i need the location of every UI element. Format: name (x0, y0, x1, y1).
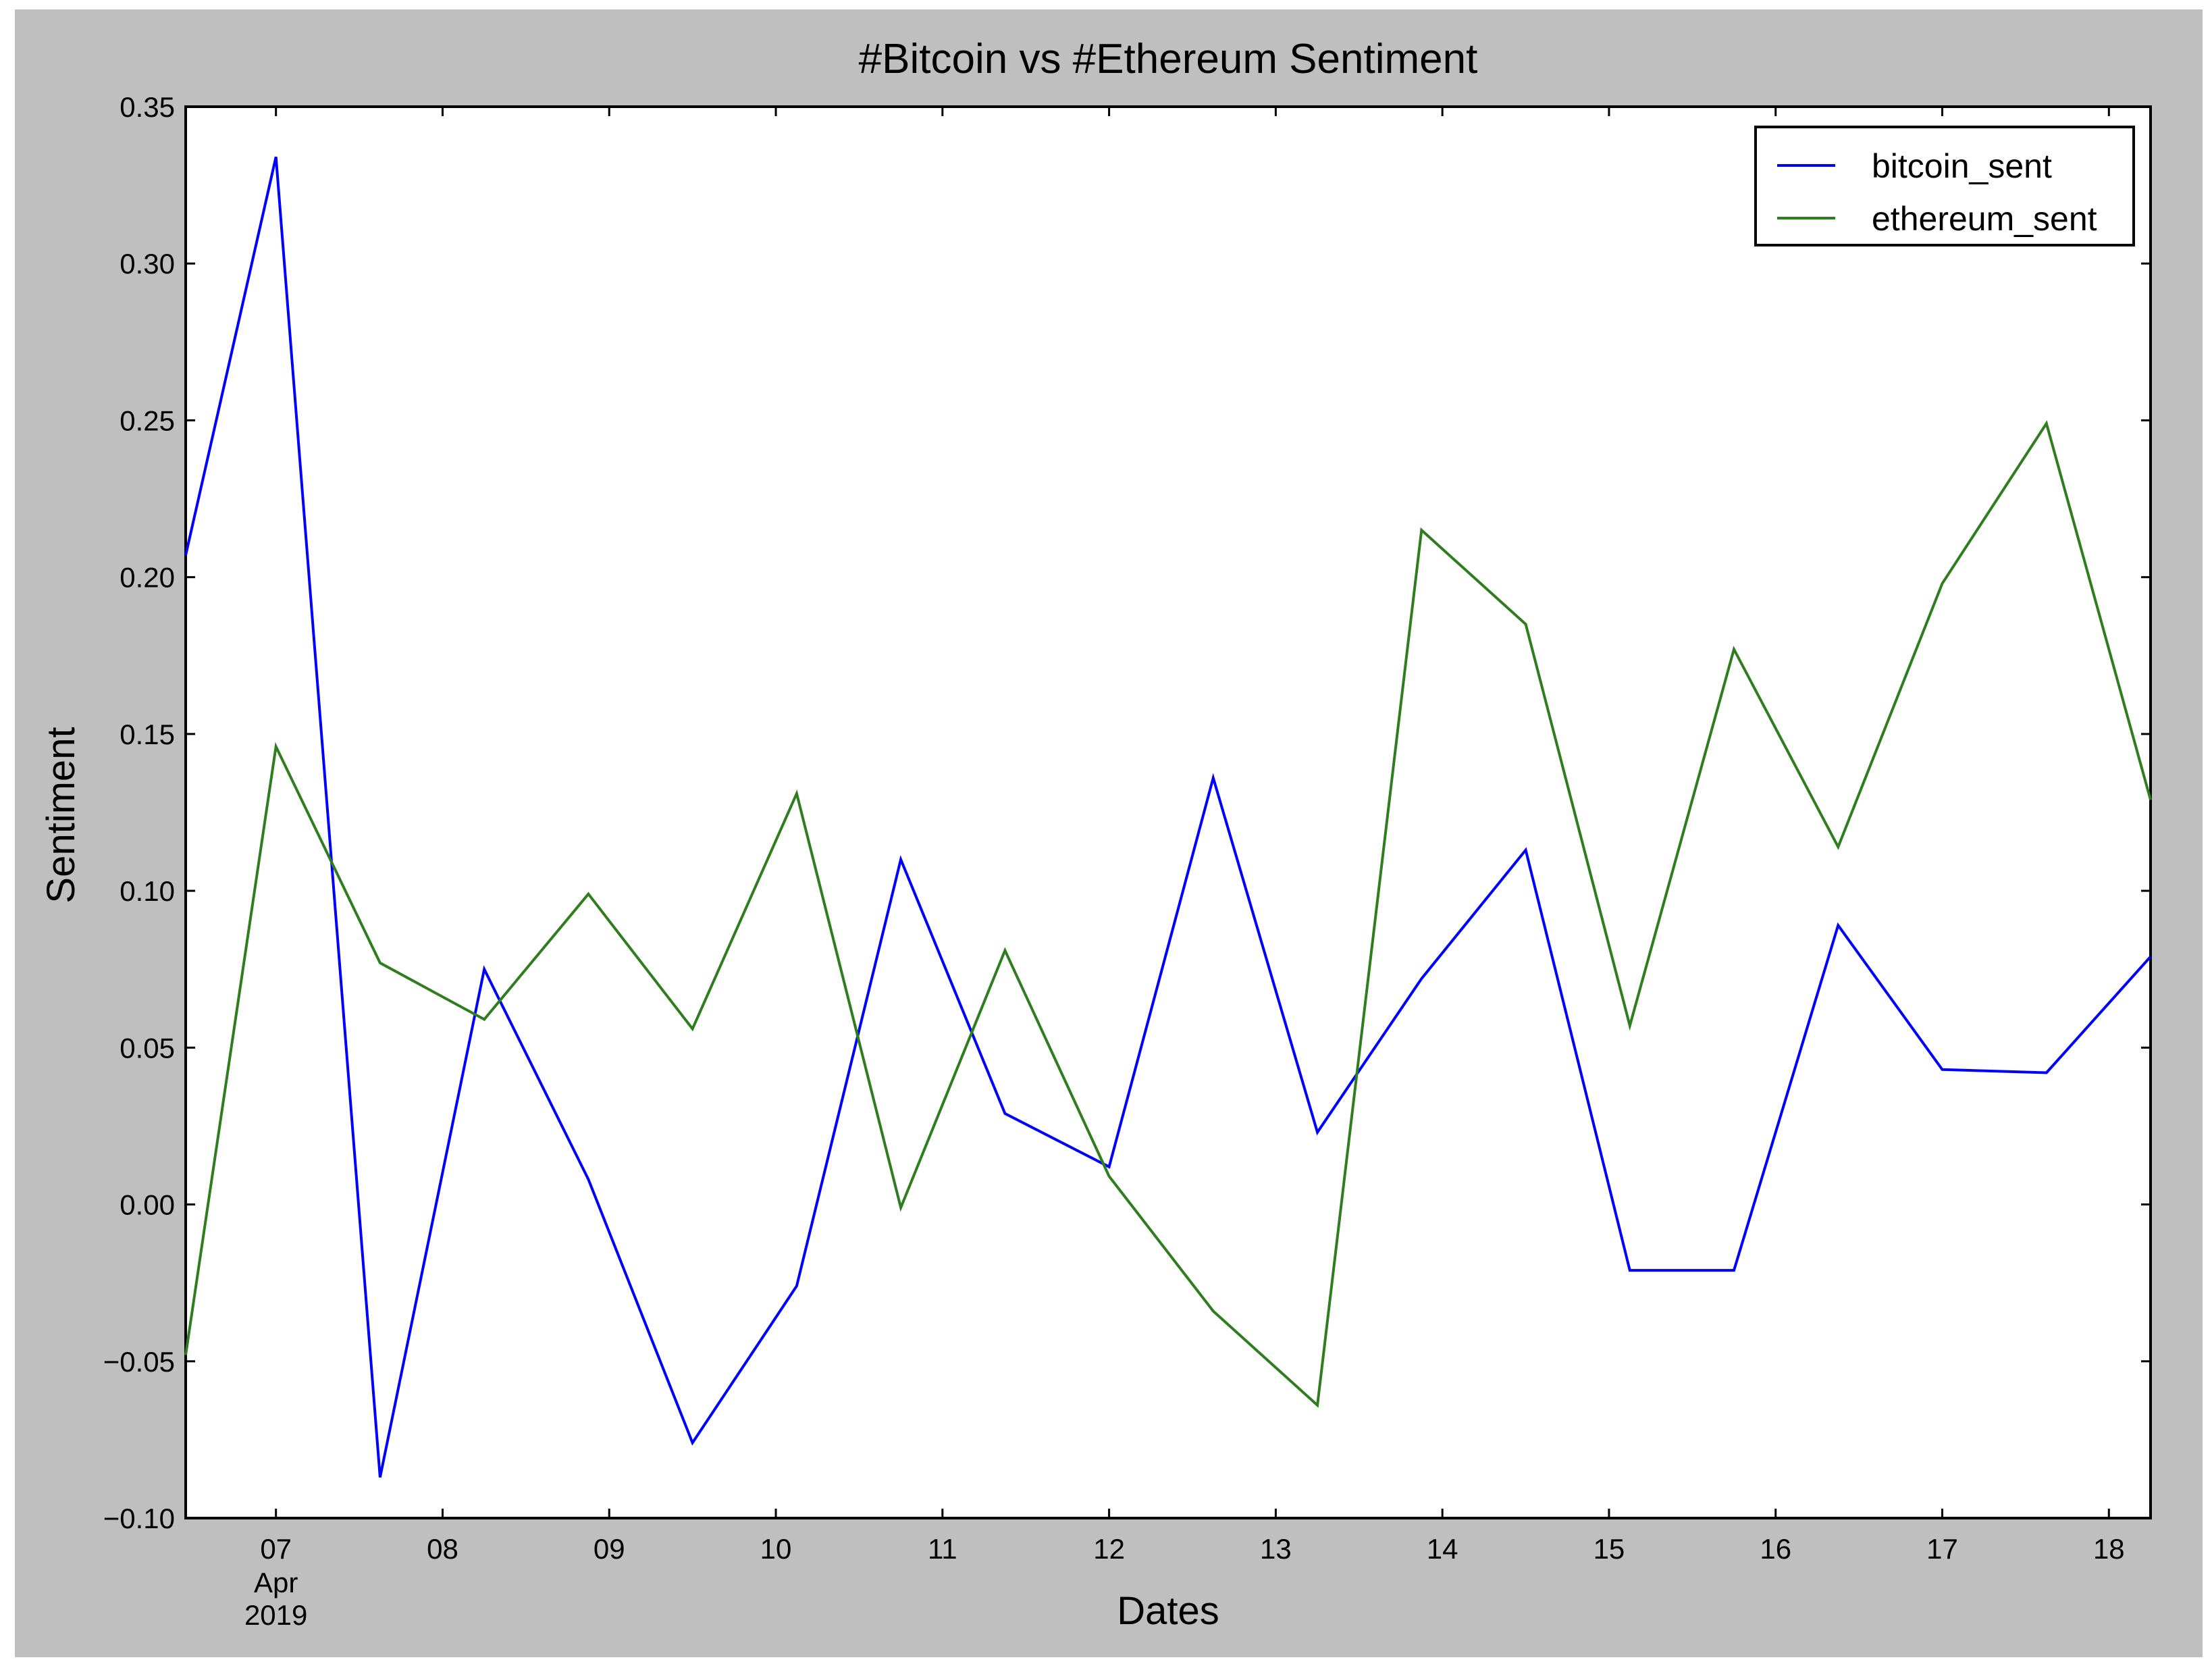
x-tick-label: 12 (1093, 1533, 1125, 1565)
x-tick-label: 11 (928, 1533, 957, 1565)
x-tick-month-label: Apr (254, 1567, 298, 1598)
y-axis: 0.35 0.30 0.25 0.20 0.15 0.10 0.05 0.00 −0.05 −0.… (103, 91, 2151, 1534)
y-tick-label: −0.05 (103, 1346, 175, 1378)
x-tick-year-label: 2019 (244, 1599, 307, 1631)
x-tick-label: 16 (1760, 1533, 1791, 1565)
y-tick-label: 0.10 (120, 875, 175, 907)
x-tick-label: 18 (2093, 1533, 2125, 1565)
x-tick-label: 15 (1594, 1533, 1625, 1565)
x-tick-label: 14 (1427, 1533, 1458, 1565)
x-tick-label: 17 (1926, 1533, 1958, 1565)
series-layer (184, 156, 2152, 1478)
x-tick-label: 07 (260, 1533, 292, 1565)
y-tick-label: −0.10 (103, 1503, 175, 1534)
y-axis-label: Sentiment (39, 727, 83, 903)
legend-label-bitcoin_sent: bitcoin_sent (1872, 147, 2052, 185)
y-tick-label: 0.15 (120, 719, 175, 750)
y-tick-label: 0.25 (120, 405, 175, 436)
x-tick-label: 09 (594, 1533, 625, 1565)
series-line-bitcoin_sent (184, 156, 2152, 1478)
x-tick-label: 10 (760, 1533, 792, 1565)
legend-box (1754, 126, 2135, 246)
y-tick-label: 0.35 (120, 91, 175, 123)
x-tick-label: 08 (427, 1533, 458, 1565)
chart-title: #Bitcoin vs #Ethereum Sentiment (859, 36, 1478, 82)
x-tick-label: 13 (1260, 1533, 1292, 1565)
legend-label-ethereum_sent: ethereum_sent (1872, 200, 2097, 238)
y-tick-label: 0.05 (120, 1032, 175, 1064)
series-line-ethereum_sent (184, 420, 2152, 1408)
x-axis-label: Dates (1117, 1589, 1219, 1633)
plot-area (184, 105, 2152, 1519)
y-tick-label: 0.20 (120, 562, 175, 594)
legend: bitcoin_sent ethereum_sent (1754, 126, 2135, 246)
y-tick-label: 0.00 (120, 1189, 175, 1221)
y-tick-label: 0.30 (120, 248, 175, 280)
